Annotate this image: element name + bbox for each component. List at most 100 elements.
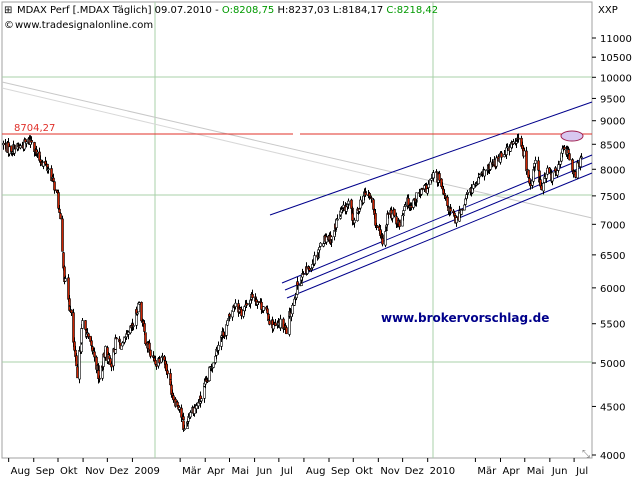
- y-tick-label: 10000: [600, 73, 632, 84]
- candle-body: [313, 255, 316, 265]
- candle-body: [372, 199, 375, 210]
- y-tick-label: 7500: [600, 192, 625, 203]
- x-tick-label: Dez: [109, 466, 128, 477]
- x-tick-label: Mai: [527, 466, 545, 477]
- y-tick-label: 9000: [600, 117, 625, 128]
- candle-body: [169, 373, 172, 380]
- y-tick-label: 10500: [600, 53, 632, 64]
- y-tick-label: 9500: [600, 94, 625, 105]
- symbol-label: MDAX Perf [.MDAX Täglich] 09.07.2010 -: [17, 5, 222, 16]
- candle-body: [87, 333, 90, 337]
- candle-body: [114, 349, 117, 354]
- candle-body: [500, 152, 503, 158]
- candle-body: [542, 182, 545, 192]
- candle-body: [240, 309, 243, 317]
- candle-body: [398, 221, 401, 227]
- candle-body: [155, 364, 158, 367]
- candle-body: [61, 218, 64, 252]
- candle-body: [214, 355, 217, 363]
- header-line: MDAX Perf [.MDAX Täglich] 09.07.2010 - O…: [17, 5, 438, 16]
- candle-body: [322, 243, 325, 247]
- close-value: C:8218,42: [386, 5, 438, 16]
- candle-body: [443, 193, 446, 196]
- candle-body: [104, 346, 107, 358]
- candle-body: [319, 242, 322, 247]
- candle-body: [57, 192, 60, 209]
- x-tick-label: Sep: [331, 466, 350, 477]
- candle-body: [52, 177, 55, 182]
- candle-body: [138, 302, 141, 305]
- candle-body: [537, 160, 540, 171]
- candle-body: [183, 428, 186, 430]
- candle-body: [464, 198, 467, 205]
- candle-body: [132, 325, 135, 327]
- candle-body: [225, 324, 228, 336]
- candle-body: [212, 362, 215, 368]
- candle-body: [446, 196, 449, 207]
- candle-body: [93, 351, 96, 358]
- candle-body: [47, 168, 50, 171]
- candle-body: [438, 173, 441, 181]
- y-tick-label: 11000: [600, 34, 632, 45]
- y-tick-label: 6000: [600, 284, 625, 295]
- candle-body: [483, 169, 486, 177]
- candle-body: [84, 320, 87, 330]
- candle-body: [534, 159, 537, 164]
- target-marker[interactable]: [560, 130, 584, 142]
- candle-body: [495, 157, 498, 167]
- candle-body: [195, 405, 198, 410]
- candle-body: [13, 148, 16, 154]
- candle-body: [251, 294, 254, 298]
- candle-body: [336, 218, 339, 221]
- candle-body: [364, 192, 367, 196]
- candle-body: [527, 169, 530, 178]
- x-tick-label: Apr: [207, 466, 225, 477]
- candle-body: [432, 172, 435, 179]
- resize-grip-icon[interactable]: ⤡: [582, 449, 590, 460]
- candle-body: [393, 209, 396, 217]
- candle-body: [335, 218, 338, 228]
- candle-body: [268, 320, 271, 325]
- menu-icon[interactable]: ⊞: [4, 5, 12, 16]
- candle-body: [543, 176, 546, 183]
- y-tick-label: 4000: [600, 451, 625, 462]
- resistance-label: 8704,27: [14, 123, 55, 134]
- candle-body: [478, 174, 481, 178]
- x-tick-label: Sep: [36, 466, 55, 477]
- grey-trendline: [1, 87, 371, 176]
- candle-body: [217, 345, 220, 351]
- x-tick-label: Nov: [380, 466, 400, 477]
- candle-body: [178, 407, 181, 410]
- y-tick-label: 5500: [600, 320, 625, 331]
- x-tick-label: Aug: [306, 466, 326, 477]
- y-tick-label: 6500: [600, 251, 625, 262]
- candle-body: [296, 281, 299, 286]
- candle-body: [415, 192, 418, 200]
- y-tick-label: 8500: [600, 140, 625, 151]
- candle-body: [68, 298, 71, 307]
- candle-body: [288, 315, 291, 335]
- candle-body: [262, 306, 265, 311]
- candle-body: [78, 350, 81, 380]
- candle-body: [353, 219, 356, 224]
- channel-upper-line: [269, 101, 593, 216]
- candle-body: [53, 181, 56, 191]
- candle-body: [554, 168, 557, 172]
- candle-body: [359, 199, 362, 209]
- x-tick-label: 2009: [134, 466, 159, 477]
- candle-body: [154, 360, 157, 365]
- candle-body: [76, 366, 79, 379]
- x-tick-label: Dez: [405, 466, 424, 477]
- x-tick-label: Aug: [11, 466, 31, 477]
- x-axis: Aug Sep Okt Nov Dez 2009 Mär Apr Mai Jun Jul Aug Sep…: [8, 458, 588, 477]
- candle-body: [472, 184, 475, 189]
- candle-body: [528, 178, 531, 184]
- candle-body: [81, 320, 84, 329]
- candle-body: [347, 200, 350, 205]
- y-tick-label: 5000: [600, 359, 625, 370]
- candle-body: [114, 337, 117, 350]
- x-tick-label: Jun: [551, 466, 568, 477]
- candle-body: [64, 278, 67, 282]
- y-tick-label: 7000: [600, 220, 625, 231]
